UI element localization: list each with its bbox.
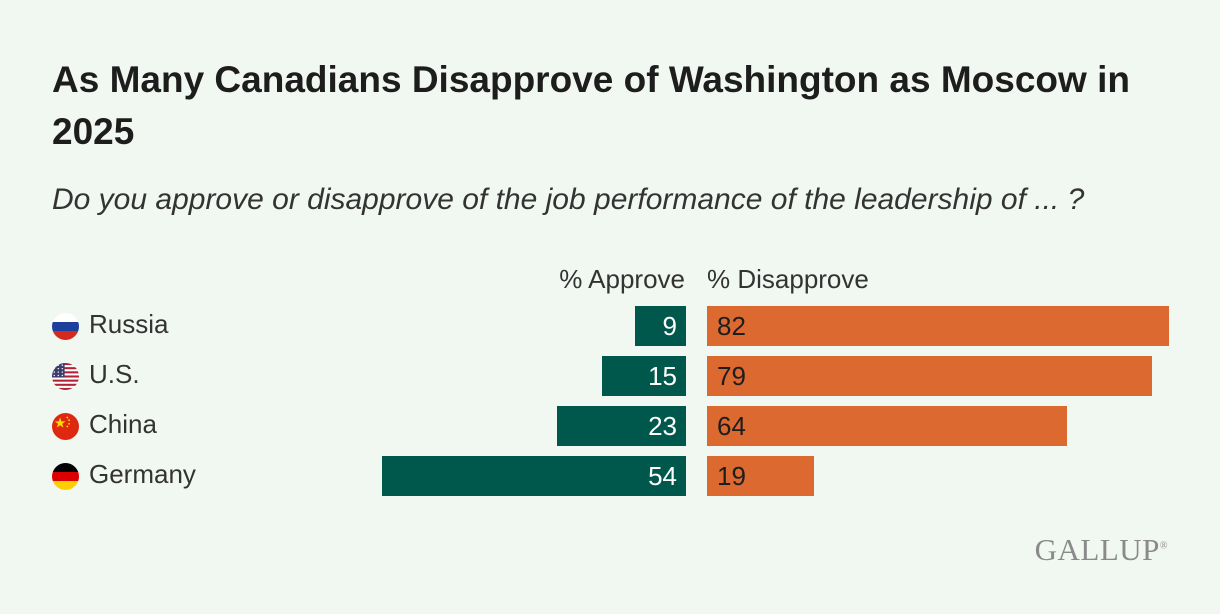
disapprove-value-label: 79 [717,361,746,391]
chart-title: As Many Canadians Disapprove of Washingt… [52,59,1130,152]
disapprove-value-label: 19 [717,461,746,491]
category-label: China [89,409,157,439]
disapprove-bar [707,356,1152,396]
chart-row-china: China 23 64 [0,406,1220,446]
approve-value-label: 15 [648,361,677,391]
category-label: Russia [89,309,169,339]
disapprove-bar [707,406,1068,446]
approve-column-header: % Approve [559,264,685,294]
approve-value-label: 9 [662,311,677,341]
category-label: Germany [89,459,196,489]
germany-flag-icon [52,463,79,490]
approve-bar [635,306,686,346]
category-label: U.S. [89,359,140,389]
disapprove-value-label: 82 [717,311,746,341]
gallup-logo: GALLUP® [1034,532,1168,567]
approve-bar [601,356,686,396]
chart-row-germany: Germany 54 19 [0,456,1220,496]
gallup-logo-text: GALLUP [1034,532,1160,567]
approve-value-label: 54 [648,461,677,491]
disapprove-value-label: 64 [717,411,746,441]
chart-subtitle: Do you approve or disapprove of the job … [52,183,1085,216]
chart-row-russia: Russia 9 82 [0,306,1220,346]
approve-bar [381,456,686,496]
disapprove-bar [707,456,814,496]
china-flag-icon [52,413,79,440]
approve-value-label: 23 [648,411,677,441]
chart-row-u-s: U.S. 15 79 [0,356,1220,396]
us-flag-icon [52,363,79,390]
disapprove-column-header: % Disapprove [707,264,869,294]
russia-flag-icon [52,313,79,340]
disapprove-bar [707,306,1169,346]
approve-bar [556,406,686,446]
